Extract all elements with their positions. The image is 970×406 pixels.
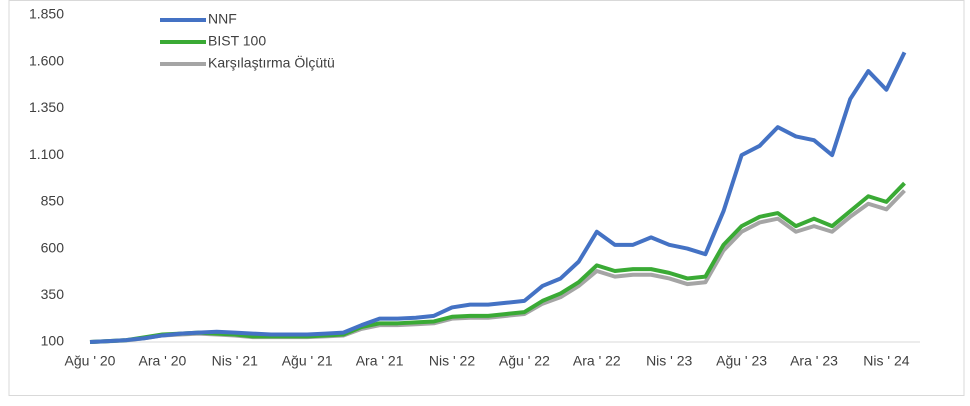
- y-tick-label: 1.350: [29, 99, 64, 115]
- x-tick-label: Ara ' 21: [356, 353, 404, 369]
- series-line: [89, 51, 907, 344]
- x-tick-label: Ağu ' 22: [499, 353, 550, 369]
- y-tick-label: 850: [41, 193, 65, 209]
- y-tick-label: 350: [41, 286, 65, 302]
- x-tick-label: Ara ' 20: [138, 353, 186, 369]
- legend-label: NNF: [208, 11, 237, 27]
- x-tick-label: Nis ' 22: [429, 353, 475, 369]
- legend-label: BIST 100: [208, 33, 266, 49]
- y-tick-label: 100: [41, 333, 65, 349]
- x-tick-label: Nis ' 21: [212, 353, 258, 369]
- x-tick-label: Ağu ' 21: [282, 353, 333, 369]
- legend-label: Karşılaştırma Ölçütü: [208, 54, 335, 71]
- chart-border: [8, 0, 965, 396]
- x-tick-label: Ara ' 23: [790, 353, 838, 369]
- y-tick-label: 600: [41, 239, 65, 255]
- y-tick-label: 1.600: [29, 52, 64, 68]
- x-tick-label: Ağu ' 20: [65, 353, 116, 369]
- y-tick-label: 1.850: [29, 6, 64, 22]
- x-tick-label: Nis ' 23: [646, 353, 692, 369]
- x-tick-label: Nis ' 24: [863, 353, 909, 369]
- y-tick-label: 1.100: [29, 146, 64, 162]
- x-tick-label: Ağu ' 23: [716, 353, 767, 369]
- x-tick-label: Ara ' 22: [573, 353, 621, 369]
